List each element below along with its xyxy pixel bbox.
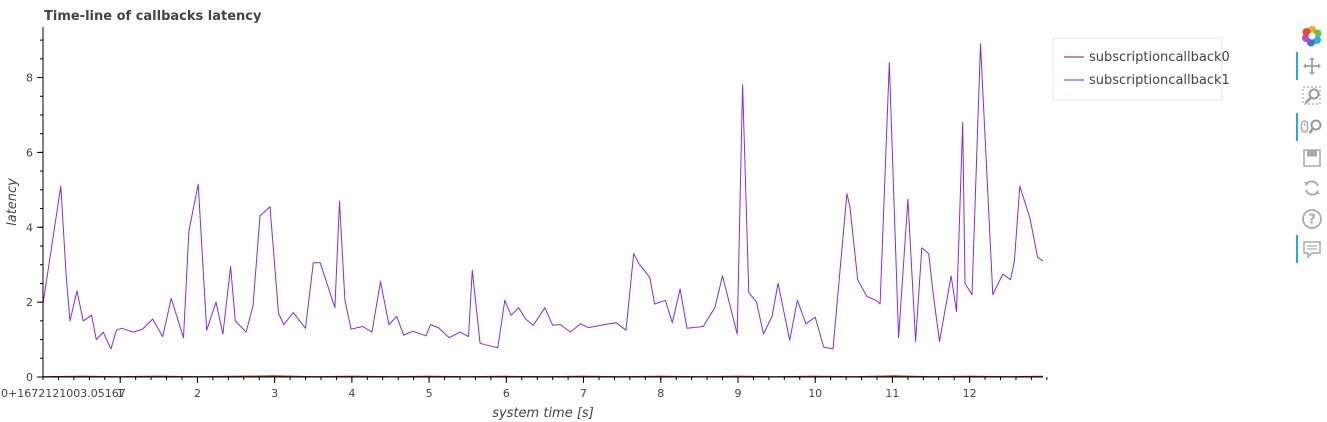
legend-box bbox=[1052, 37, 1223, 101]
bokeh-logo-icon[interactable] bbox=[1298, 22, 1326, 50]
y-axis-label: latency bbox=[5, 178, 20, 226]
svg-text:?: ? bbox=[1308, 213, 1316, 228]
x-tick-label: 3 bbox=[271, 387, 278, 400]
legend-item-subscriptioncallback1[interactable]: subscriptioncallback1 bbox=[1064, 73, 1230, 88]
legend: subscriptioncallback0 subscriptioncallbac… bbox=[1052, 37, 1230, 101]
legend-item-subscriptioncallback0[interactable]: subscriptioncallback0 bbox=[1064, 50, 1230, 65]
x-tick-label: 7 bbox=[580, 387, 587, 400]
legend-label: subscriptioncallback1 bbox=[1089, 73, 1230, 88]
box-zoom-icon[interactable] bbox=[1298, 82, 1326, 110]
x-offset-label: 0+1672121003.05167 bbox=[1, 387, 126, 400]
help-icon[interactable]: ? bbox=[1298, 205, 1326, 233]
save-icon[interactable] bbox=[1298, 144, 1326, 172]
x-tick-label: 1 bbox=[117, 387, 124, 400]
hover-icon[interactable] bbox=[1296, 235, 1326, 263]
x-tick-label: 4 bbox=[348, 387, 355, 400]
x-axis-label: system time [s] bbox=[492, 406, 594, 421]
x-tick-label: 11 bbox=[885, 387, 899, 400]
y-tick-label: 2 bbox=[26, 296, 33, 309]
plot-background bbox=[43, 27, 1043, 377]
x-tick-label: 12 bbox=[963, 387, 977, 400]
x-tick-label: 8 bbox=[657, 387, 664, 400]
plot-area[interactable] bbox=[43, 27, 1043, 377]
x-tick-labels: 1 2 3 4 5 6 7 8 9 10 11 12 bbox=[117, 387, 977, 400]
legend-label: subscriptioncallback0 bbox=[1089, 50, 1230, 65]
y-tick-label: 8 bbox=[26, 72, 33, 85]
reset-icon[interactable] bbox=[1298, 174, 1326, 202]
y-tick-label: 0 bbox=[26, 371, 33, 384]
wheel-zoom-icon[interactable] bbox=[1296, 113, 1326, 141]
x-tick-label: 10 bbox=[808, 387, 822, 400]
x-tick-label: 2 bbox=[194, 387, 201, 400]
y-tick-labels: 0 2 4 6 8 bbox=[26, 72, 33, 384]
y-tick-label: 6 bbox=[26, 146, 33, 159]
pan-icon[interactable] bbox=[1296, 52, 1326, 80]
chart-title: Time-line of callbacks latency bbox=[44, 9, 262, 24]
series-line-subscriptioncallback1[interactable] bbox=[42, 43, 1044, 350]
x-tick-label: 6 bbox=[503, 387, 510, 400]
x-tick-label: 5 bbox=[426, 387, 433, 400]
y-tick-label: 4 bbox=[26, 221, 33, 234]
x-tick-label: 9 bbox=[734, 387, 741, 400]
axes bbox=[37, 27, 1048, 383]
